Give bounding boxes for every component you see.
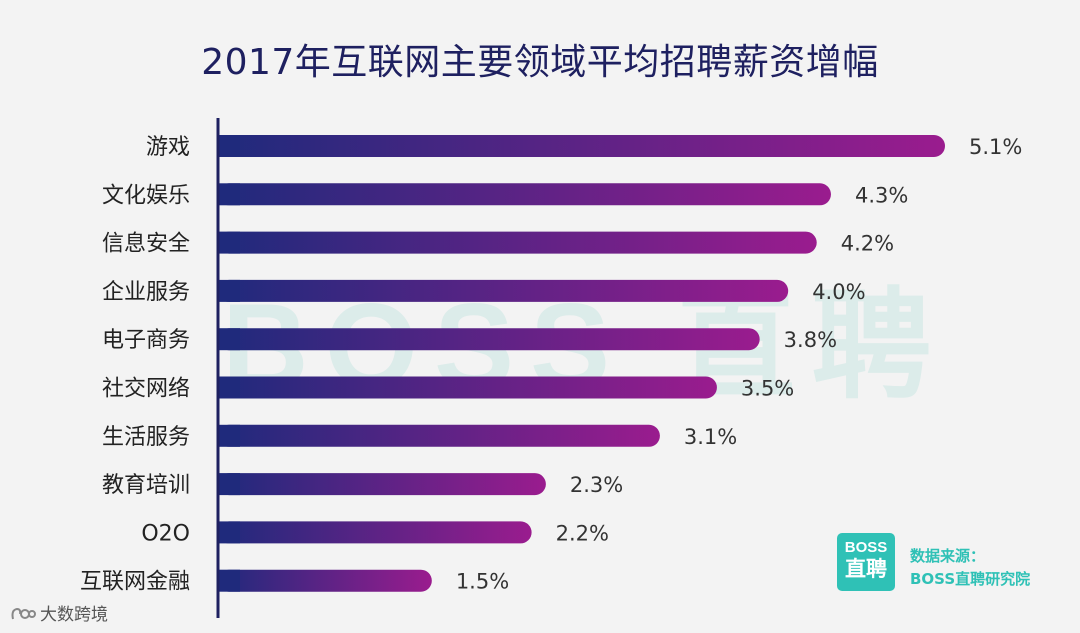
brand-logo-icon — [11, 607, 36, 620]
value-label: 2.3% — [570, 473, 623, 497]
category-label: 生活服务 — [102, 425, 190, 450]
category-label: O2O — [141, 521, 190, 546]
credit-text: 大数跨境 — [40, 605, 108, 625]
bar — [218, 473, 546, 496]
bar — [218, 183, 831, 206]
category-label: 教育培训 — [102, 473, 190, 498]
data-source: 数据来源： BOSS直聘研究院 — [910, 545, 1030, 591]
bar-base — [218, 569, 240, 592]
category-label: 游戏 — [146, 135, 190, 160]
bar-base — [218, 328, 240, 351]
value-label: 5.1% — [969, 135, 1022, 159]
value-label: 3.1% — [684, 425, 737, 449]
category-label: 企业服务 — [102, 280, 190, 305]
bar — [218, 279, 789, 302]
category-label: 文化娱乐 — [102, 183, 190, 208]
value-label: 2.2% — [556, 521, 609, 545]
category-label: 电子商务 — [102, 328, 190, 353]
source-label: 数据来源： — [910, 547, 986, 565]
bar-base — [218, 183, 240, 206]
bar-base — [218, 424, 240, 447]
bar — [218, 424, 660, 447]
bar — [218, 521, 532, 544]
bar-base — [218, 135, 240, 157]
value-label: 4.2% — [841, 232, 894, 256]
bar-base — [218, 279, 240, 302]
bar — [218, 376, 717, 399]
value-label: 3.5% — [741, 377, 794, 401]
boss-logo: BOSS 直聘 — [837, 533, 895, 591]
bar-base — [218, 473, 240, 496]
value-label: 4.0% — [812, 280, 865, 304]
bar — [218, 135, 945, 157]
credit: 大数跨境 — [10, 600, 108, 625]
bar-base — [218, 521, 240, 544]
logo-line-2: 直聘 — [845, 558, 887, 581]
bar — [218, 231, 817, 254]
category-label: 社交网络 — [102, 377, 190, 402]
source-name: BOSS直聘研究院 — [910, 570, 1031, 588]
bar — [218, 328, 760, 351]
logo-line-1: BOSS — [844, 539, 888, 556]
chart-title: 2017年互联网主要领域平均招聘薪资增幅 — [201, 42, 879, 83]
category-label: 互联网金融 — [80, 570, 190, 595]
bar — [218, 569, 432, 592]
category-label: 信息安全 — [102, 232, 190, 257]
value-label: 3.8% — [784, 328, 837, 352]
value-label: 1.5% — [456, 570, 509, 594]
value-label: 4.3% — [855, 183, 908, 207]
bar-base — [218, 231, 240, 254]
bar-base — [218, 376, 240, 399]
